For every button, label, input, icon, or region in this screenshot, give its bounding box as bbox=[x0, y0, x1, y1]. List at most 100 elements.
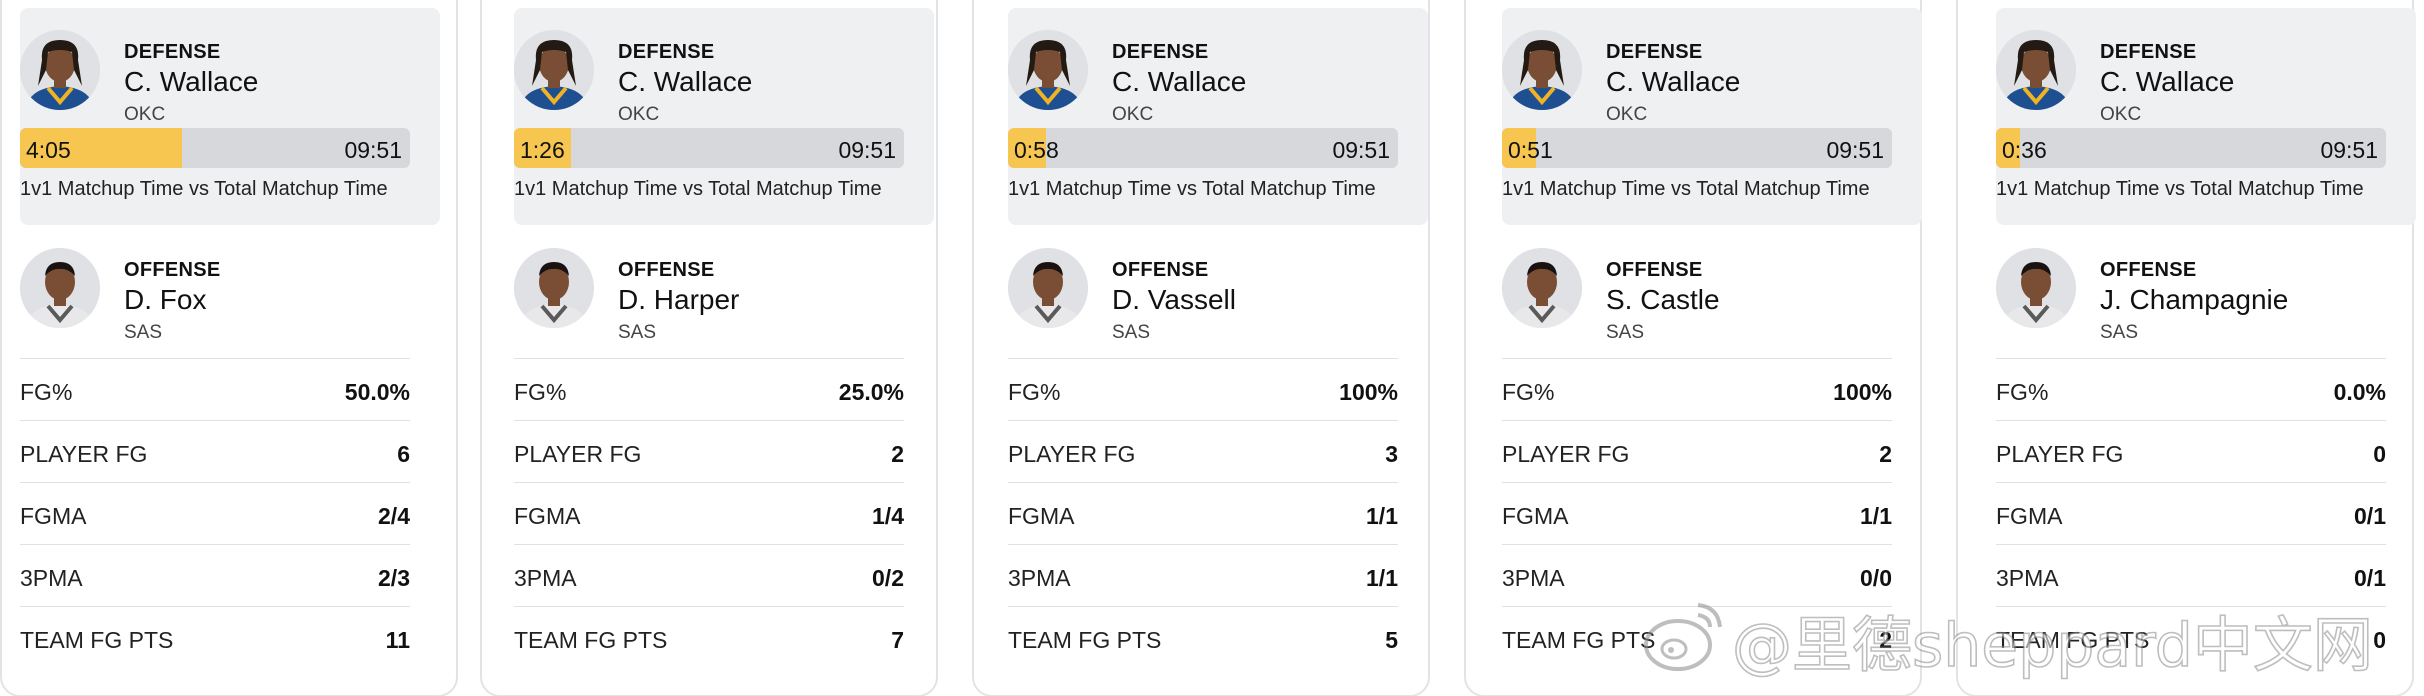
stat-value: 100% bbox=[1833, 379, 1892, 405]
matchup-time-bar: 0:51 09:51 bbox=[1502, 128, 1892, 168]
watermark-text: @里德sheppard中文网 bbox=[1731, 610, 2373, 682]
stat-value: 3 bbox=[1385, 441, 1398, 467]
matchup-card-content: DEFENSE C. Wallace OKC 1:26 09:51 1v1 Matchup… bbox=[514, 0, 934, 696]
player-headshot-icon bbox=[1008, 248, 1088, 328]
total-time-value: 09:51 bbox=[1332, 137, 1390, 163]
stat-row: PLAYER FG 6 bbox=[20, 420, 410, 482]
player-headshot-icon bbox=[1996, 248, 2076, 328]
offense-role-label: OFFENSE bbox=[1606, 259, 1703, 281]
stat-row: 3PMA 0/1 bbox=[1996, 544, 2386, 606]
defense-role-label: DEFENSE bbox=[124, 41, 221, 63]
matchup-time-value: 1:26 bbox=[520, 137, 565, 163]
player-headshot-icon bbox=[1502, 30, 1582, 110]
matchup-time-bar: 0:58 09:51 bbox=[1008, 128, 1398, 168]
matchup-time-bar-fill bbox=[1008, 128, 1047, 168]
stat-row: PLAYER FG 2 bbox=[514, 420, 904, 482]
stat-label: FG% bbox=[514, 379, 567, 405]
stat-label: FG% bbox=[1008, 379, 1061, 405]
matchup-time-bar-fill bbox=[514, 128, 571, 168]
stat-row: FGMA 1/4 bbox=[514, 482, 904, 544]
stat-row: FGMA 0/1 bbox=[1996, 482, 2386, 544]
stat-value: 2 bbox=[1879, 441, 1892, 467]
defense-player-name[interactable]: C. Wallace bbox=[124, 66, 259, 97]
player-headshot-icon bbox=[20, 30, 100, 110]
stat-row: 3PMA 0/2 bbox=[514, 544, 904, 606]
matchup-time-caption: 1v1 Matchup Time vs Total Matchup Time bbox=[514, 178, 882, 200]
stat-value: 5 bbox=[1385, 627, 1398, 653]
defense-role-label: DEFENSE bbox=[1112, 41, 1209, 63]
matchup-card-content: DEFENSE C. Wallace OKC 0:58 09:51 1v1 Matchup… bbox=[1008, 0, 1428, 696]
stat-label: 3PMA bbox=[1502, 565, 1565, 591]
matchup-time-caption: 1v1 Matchup Time vs Total Matchup Time bbox=[1008, 178, 1376, 200]
stat-value: 2/3 bbox=[378, 565, 410, 591]
offense-player: OFFENSE D. Vassell SAS bbox=[1008, 238, 1428, 343]
stat-row: FGMA 1/1 bbox=[1502, 482, 1892, 544]
offense-player: OFFENSE D. Fox SAS bbox=[20, 238, 440, 343]
stat-label: FGMA bbox=[1996, 503, 2063, 529]
stat-row: FGMA 1/1 bbox=[1008, 482, 1398, 544]
stat-label: PLAYER FG bbox=[1996, 441, 2124, 467]
offense-player: OFFENSE S. Castle SAS bbox=[1502, 238, 1922, 343]
total-time-value: 09:51 bbox=[2320, 137, 2378, 163]
stat-value: 1/1 bbox=[1366, 565, 1398, 591]
defense-team-abbr: OKC bbox=[1112, 104, 1154, 125]
matchup-card-content: DEFENSE C. Wallace OKC 4:05 09:51 1v1 Matchup… bbox=[20, 0, 440, 696]
stat-row: TEAM FG PTS 11 bbox=[20, 606, 410, 668]
offense-player-name[interactable]: D. Harper bbox=[618, 284, 740, 315]
matchup-time-bar-fill bbox=[20, 128, 182, 168]
stat-value: 1/1 bbox=[1860, 503, 1892, 529]
matchup-time-value: 4:05 bbox=[26, 137, 71, 163]
offense-role-label: OFFENSE bbox=[124, 259, 221, 281]
stat-row: TEAM FG PTS 2 bbox=[1502, 606, 1892, 668]
matchup-time-value: 0:58 bbox=[1014, 137, 1059, 163]
defense-player-name[interactable]: C. Wallace bbox=[1606, 66, 1741, 97]
stat-row: 3PMA 0/0 bbox=[1502, 544, 1892, 606]
player-headshot-icon bbox=[1502, 248, 1582, 328]
stat-value: 6 bbox=[397, 441, 410, 467]
matchup-time-bar-fill bbox=[1502, 128, 1536, 168]
stat-label: 3PMA bbox=[1008, 565, 1071, 591]
stat-value: 25.0% bbox=[838, 379, 904, 405]
total-time-value: 09:51 bbox=[838, 137, 896, 163]
matchup-card-content: DEFENSE C. Wallace OKC 0:36 09:51 1v1 Matchup… bbox=[1996, 0, 2416, 696]
stat-label: FGMA bbox=[1502, 503, 1569, 529]
defense-player-name[interactable]: C. Wallace bbox=[618, 66, 753, 97]
offense-team-abbr: SAS bbox=[618, 322, 657, 343]
matchup-time-value: 0:36 bbox=[2002, 137, 2047, 163]
total-time-value: 09:51 bbox=[344, 137, 402, 163]
player-headshot-icon bbox=[1996, 30, 2076, 110]
defense-team-abbr: OKC bbox=[618, 104, 660, 125]
stat-label: PLAYER FG bbox=[1502, 441, 1630, 467]
stat-label: PLAYER FG bbox=[1008, 441, 1136, 467]
stat-value: 50.0% bbox=[344, 379, 410, 405]
defense-player: DEFENSE C. Wallace OKC bbox=[1996, 20, 2416, 125]
offense-player-name[interactable]: D. Fox bbox=[124, 284, 207, 315]
offense-player-name[interactable]: D. Vassell bbox=[1112, 284, 1236, 315]
defense-player-name[interactable]: C. Wallace bbox=[2100, 66, 2235, 97]
offense-role-label: OFFENSE bbox=[2100, 259, 2197, 281]
offense-player-name[interactable]: S. Castle bbox=[1606, 284, 1720, 315]
stat-row: FGMA 2/4 bbox=[20, 482, 410, 544]
offense-player-name[interactable]: J. Champagnie bbox=[2100, 284, 2289, 315]
stat-label: 3PMA bbox=[1996, 565, 2059, 591]
stat-row: FG% 100% bbox=[1008, 358, 1398, 420]
defense-player: DEFENSE C. Wallace OKC bbox=[514, 20, 934, 125]
stat-row: TEAM FG PTS 5 bbox=[1008, 606, 1398, 668]
stat-row: 3PMA 1/1 bbox=[1008, 544, 1398, 606]
player-headshot-icon bbox=[514, 30, 594, 110]
stat-value: 2 bbox=[891, 441, 904, 467]
stat-value: 0/1 bbox=[2354, 503, 2386, 529]
offense-role-label: OFFENSE bbox=[1112, 259, 1209, 281]
total-time-value: 09:51 bbox=[1826, 137, 1884, 163]
stat-label: 3PMA bbox=[514, 565, 577, 591]
stat-value: 2/4 bbox=[378, 503, 410, 529]
offense-player: OFFENSE D. Harper SAS bbox=[514, 238, 934, 343]
player-headshot-icon bbox=[514, 248, 594, 328]
stat-label: FG% bbox=[1502, 379, 1555, 405]
defense-player-name[interactable]: C. Wallace bbox=[1112, 66, 1247, 97]
stat-label: TEAM FG PTS bbox=[514, 627, 668, 653]
stat-label: FGMA bbox=[514, 503, 581, 529]
offense-team-abbr: SAS bbox=[1112, 322, 1151, 343]
stat-value: 7 bbox=[891, 627, 904, 653]
